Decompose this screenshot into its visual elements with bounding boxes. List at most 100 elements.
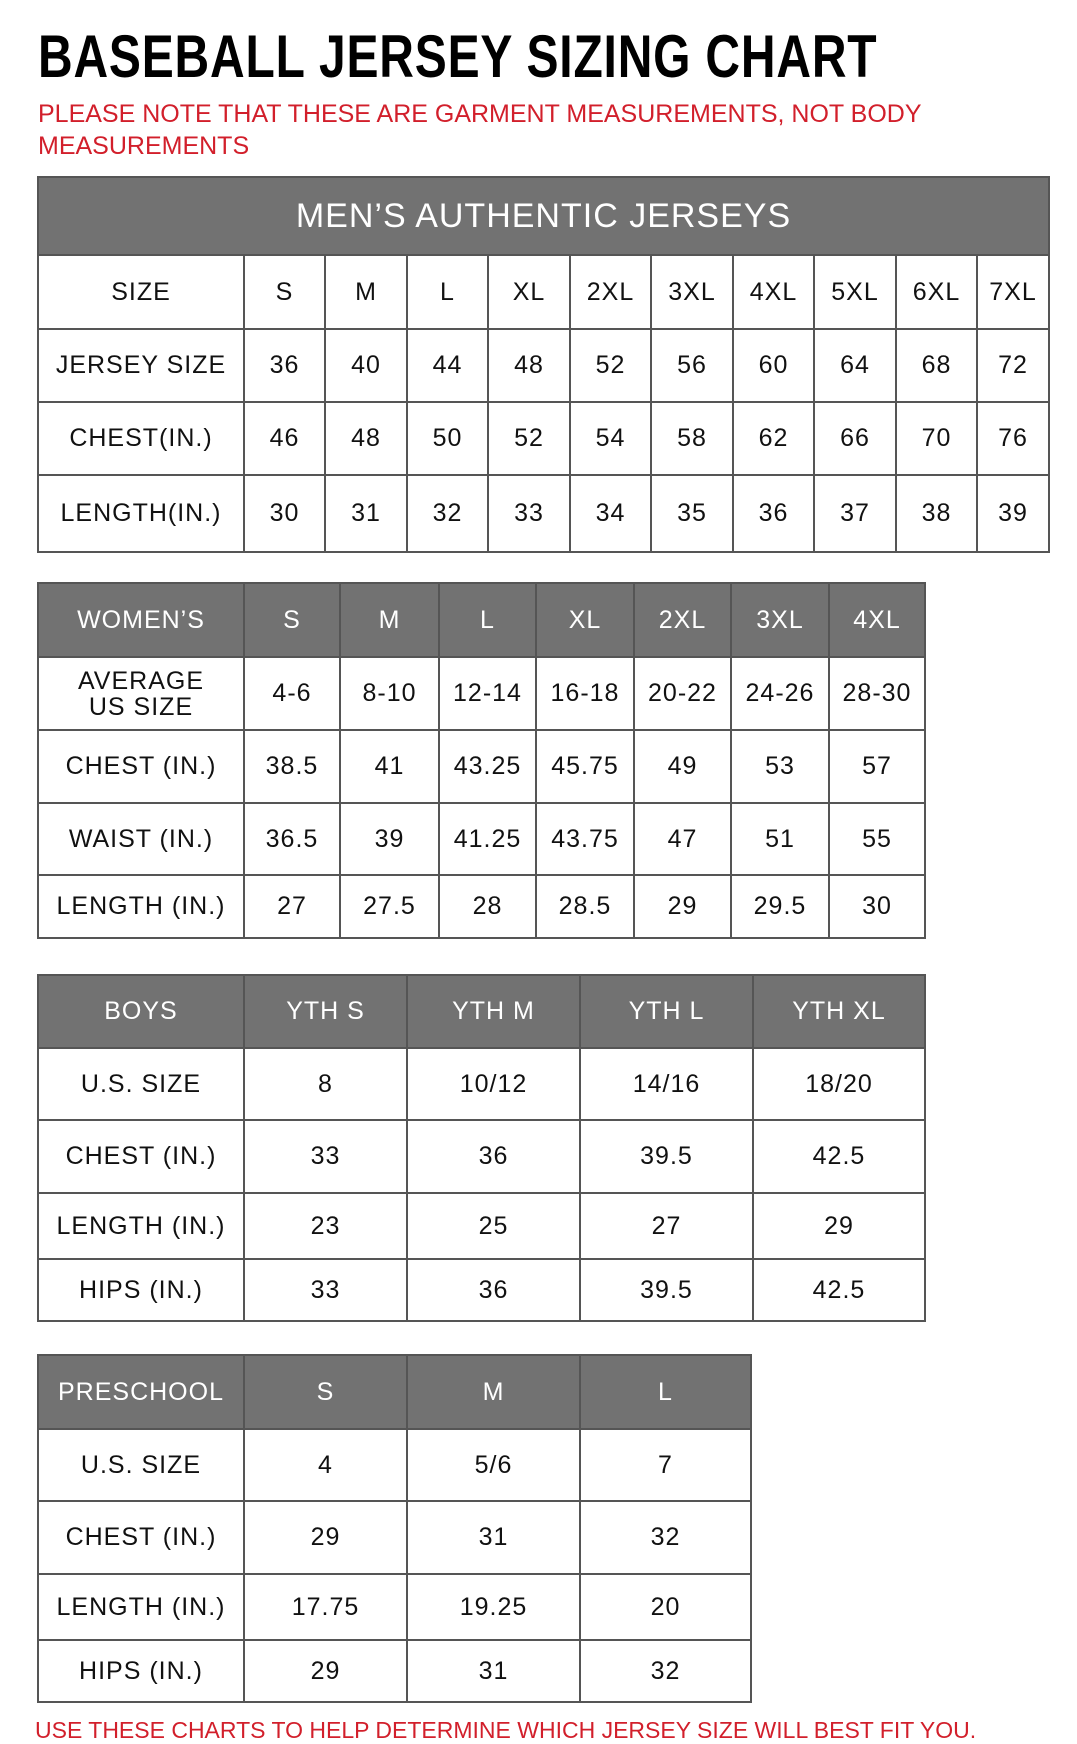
table-banner: MEN’S AUTHENTIC JERSEYS xyxy=(39,178,1048,254)
table-cell: 33 xyxy=(489,476,569,551)
table-cell: 56 xyxy=(652,330,732,401)
table-cell: 41.25 xyxy=(440,804,535,874)
table-cell: 31 xyxy=(326,476,406,551)
table-cell: 8 xyxy=(245,1049,406,1119)
size-header: M xyxy=(408,1356,579,1428)
table-cell: 68 xyxy=(897,330,976,401)
row-label: HIPS (IN.) xyxy=(39,1260,243,1320)
table-cell: 72 xyxy=(978,330,1048,401)
size-header: 7XL xyxy=(978,256,1048,328)
table-cell: 76 xyxy=(978,403,1048,474)
table-cell: 38.5 xyxy=(245,731,339,802)
table-cell: 19.25 xyxy=(408,1575,579,1639)
table-cell: 32 xyxy=(581,1641,750,1701)
table-cell: 29 xyxy=(754,1194,924,1258)
table-cell: 38 xyxy=(897,476,976,551)
size-header: 5XL xyxy=(815,256,895,328)
table-cell: 66 xyxy=(815,403,895,474)
table-cell: 43.75 xyxy=(537,804,633,874)
table-cell: 20 xyxy=(581,1575,750,1639)
table-cell: 64 xyxy=(815,330,895,401)
table-cell: 58 xyxy=(652,403,732,474)
header-label: SIZE xyxy=(39,256,243,328)
size-header: XL xyxy=(537,584,633,656)
table-cell: 28.5 xyxy=(537,876,633,937)
table-cell: 29.5 xyxy=(732,876,828,937)
table-cell: 8-10 xyxy=(341,658,438,729)
table-cell: 27 xyxy=(581,1194,752,1258)
table-cell: 34 xyxy=(571,476,650,551)
table-cell: 31 xyxy=(408,1502,579,1573)
table-cell: 14/16 xyxy=(581,1049,752,1119)
table-cell: 32 xyxy=(581,1502,750,1573)
size-header: L xyxy=(581,1356,750,1428)
table-cell: 42.5 xyxy=(754,1260,924,1320)
size-header: 6XL xyxy=(897,256,976,328)
table-cell: 52 xyxy=(489,403,569,474)
footer-note: USE THESE CHARTS TO HELP DETERMINE WHICH… xyxy=(35,1717,977,1743)
size-header: 4XL xyxy=(734,256,813,328)
table-cell: 60 xyxy=(734,330,813,401)
size-header: 4XL xyxy=(830,584,924,656)
table-cell: 24-26 xyxy=(732,658,828,729)
size-header: 3XL xyxy=(732,584,828,656)
table-cell: 45.75 xyxy=(537,731,633,802)
row-label: U.S. SIZE xyxy=(39,1049,243,1119)
table-cell: 29 xyxy=(245,1502,406,1573)
size-header: M xyxy=(341,584,438,656)
table-cell: 37 xyxy=(815,476,895,551)
table-cell: 28 xyxy=(440,876,535,937)
size-header: YTH XL xyxy=(754,976,924,1047)
table-cell: 46 xyxy=(245,403,324,474)
table-cell: 4-6 xyxy=(245,658,339,729)
size-header: 3XL xyxy=(652,256,732,328)
row-label: WAIST (IN.) xyxy=(39,804,243,874)
header-label: WOMEN’S xyxy=(39,584,243,656)
table-cell: 20-22 xyxy=(635,658,730,729)
table-cell: 53 xyxy=(732,731,828,802)
table-cell: 30 xyxy=(830,876,924,937)
table-cell: 29 xyxy=(635,876,730,937)
table-cell: 35 xyxy=(652,476,732,551)
table-cell: 41 xyxy=(341,731,438,802)
size-header: 2XL xyxy=(635,584,730,656)
table-cell: 23 xyxy=(245,1194,406,1258)
row-label: CHEST (IN.) xyxy=(39,731,243,802)
size-header: S xyxy=(245,584,339,656)
table-cell: 36 xyxy=(408,1121,579,1192)
size-header: YTH M xyxy=(408,976,579,1047)
table-cell: 43.25 xyxy=(440,731,535,802)
table-cell: 10/12 xyxy=(408,1049,579,1119)
size-header: L xyxy=(408,256,487,328)
table-cell: 39 xyxy=(978,476,1048,551)
table-cell: 36 xyxy=(245,330,324,401)
table-cell: 36 xyxy=(734,476,813,551)
table-cell: 52 xyxy=(571,330,650,401)
table-cell: 36.5 xyxy=(245,804,339,874)
row-label: AVERAGE US SIZE xyxy=(39,658,243,729)
table-cell: 54 xyxy=(571,403,650,474)
table-cell: 4 xyxy=(245,1430,406,1500)
row-label: HIPS (IN.) xyxy=(39,1641,243,1701)
row-label: CHEST (IN.) xyxy=(39,1121,243,1192)
table-cell: 16-18 xyxy=(537,658,633,729)
mens-size-table: MEN’S AUTHENTIC JERSEYS SIZE S M L XL 2XL 3XL 4X… xyxy=(37,176,1050,553)
size-header: L xyxy=(440,584,535,656)
row-label: LENGTH (IN.) xyxy=(39,1194,243,1258)
table-cell: 48 xyxy=(489,330,569,401)
row-label: CHEST (IN.) xyxy=(39,1502,243,1573)
table-cell: 31 xyxy=(408,1641,579,1701)
womens-size-table: WOMEN’S S M L XL 2XL 3XL 4XL AVERAGE US SIZE 4-6 8… xyxy=(37,582,926,939)
row-label: LENGTH(IN.) xyxy=(39,476,243,551)
row-label: CHEST(IN.) xyxy=(39,403,243,474)
table-cell: 50 xyxy=(408,403,487,474)
table-cell: 51 xyxy=(732,804,828,874)
size-header: YTH S xyxy=(245,976,406,1047)
table-cell: 44 xyxy=(408,330,487,401)
table-cell: 48 xyxy=(326,403,406,474)
row-label: U.S. SIZE xyxy=(39,1430,243,1500)
boys-size-table: BOYS YTH S YTH M YTH L YTH XL U.S. SIZE 8 10/12… xyxy=(37,974,926,1322)
row-label: LENGTH (IN.) xyxy=(39,1575,243,1639)
size-header: S xyxy=(245,1356,406,1428)
table-cell: 28-30 xyxy=(830,658,924,729)
